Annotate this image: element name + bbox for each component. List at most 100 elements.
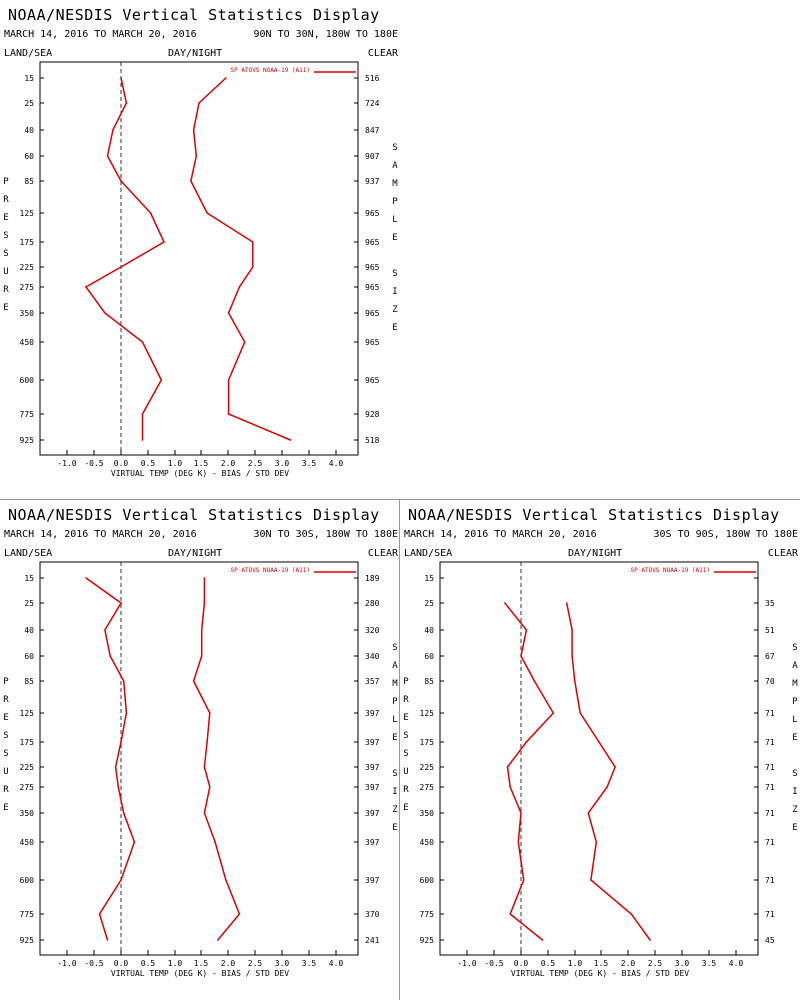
plot-frame [439,561,759,956]
pressure-level-label: 40 [24,626,34,635]
sample-size-label: 847 [365,126,380,135]
sample-axis-letter: S [392,143,397,153]
pressure-level-label: 85 [24,177,34,186]
bias-point [120,879,122,881]
bias-point [120,602,122,604]
bias-point [112,129,114,131]
pressure-level-label: 40 [424,626,434,635]
pressure-level-label: 925 [420,936,435,945]
x-tick-label: -1.0 [457,959,476,968]
std-dev-point [200,655,203,657]
sample-axis-letter: Z [392,305,398,315]
std-dev-point [252,266,254,268]
sample-axis-letter: I [392,287,397,297]
sample-size-label: 71 [765,838,775,847]
bias-point [552,712,555,714]
clear-label: CLEAR [367,548,398,559]
pressure-level-label: 600 [20,376,35,385]
std-dev-point [206,212,208,214]
horizontal-divider [0,499,800,500]
pressure-axis-letter: E [403,713,408,723]
pressure-level-label: 775 [420,910,435,919]
bias-line [85,577,136,941]
x-tick-label: 2.0 [221,959,236,968]
pressure-level-label: 225 [420,763,435,772]
pressure-level-label: 450 [420,838,435,847]
sample-size-label: 280 [365,599,380,608]
plot-frame [39,561,359,956]
std-dev-point [587,812,590,814]
x-tick-label: 2.5 [248,459,263,468]
bias-point [85,577,87,579]
sample-axis-letter: E [392,233,397,243]
land-sea-label: LAND/SEA [4,548,53,559]
x-tick-label: 0.0 [114,959,129,968]
plot-frame [39,61,359,456]
x-tick-label: 4.0 [329,959,344,968]
sample-size-label: 370 [365,910,380,919]
pressure-level-label: 925 [20,936,35,945]
std-dev-point [214,841,216,843]
bias-line [504,602,555,941]
x-tick-label: 2.0 [621,959,636,968]
std-dev-point [238,913,241,915]
clear-label: CLEAR [367,48,398,59]
pressure-axis-letter: E [3,303,8,313]
sample-axis-letter: E [792,733,797,743]
pressure-axis-letter: S [3,231,8,241]
std-dev-point [590,879,592,881]
x-axis-label: VIRTUAL TEMP (DEG K) - BIAS / STD DEV [111,469,289,478]
sample-size-label: 965 [365,309,380,318]
day-night-label: DAY/NIGHT [168,48,223,59]
bias-point [141,413,144,415]
sample-axis-letter: A [392,161,398,171]
pressure-level-label: 350 [20,809,35,818]
sample-size-label: 189 [365,574,380,583]
bias-point [120,266,122,268]
pressure-level-label: 25 [24,599,34,608]
std-dev-line [190,77,291,441]
pressure-level-label: 600 [420,876,435,885]
sample-axis-letter: S [392,769,397,779]
sample-size-label: 965 [365,376,380,385]
pressure-axis-letter: R [403,785,409,795]
bias-point [85,286,87,288]
sample-size-label: 71 [765,709,775,718]
land-sea-label: LAND/SEA [404,548,453,559]
panel-region: 30S TO 90S, 180W TO 180E [653,529,799,540]
x-tick-label: 1.0 [168,959,183,968]
pressure-axis-letter: S [403,731,408,741]
std-dev-point [565,602,568,604]
std-dev-point [227,312,230,314]
x-axis-label: VIRTUAL TEMP (DEG K) - BIAS / STD DEV [111,969,289,978]
pressure-axis-letter: P [3,677,9,687]
pressure-axis-letter: S [3,731,8,741]
pressure-axis-letter: S [3,749,8,759]
x-tick-label: 3.0 [675,959,690,968]
pressure-level-label: 775 [20,410,35,419]
sample-size-label: 397 [365,738,380,747]
std-dev-point [192,680,195,682]
sample-axis-letter: S [792,643,797,653]
bias-point [533,680,536,682]
sample-size-label: 357 [365,677,380,686]
std-dev-point [203,577,206,579]
bias-point [125,102,128,104]
pressure-level-label: 85 [424,677,434,686]
pressure-axis-letter: R [3,785,9,795]
bias-point [541,939,544,941]
pressure-axis-letter: E [3,213,8,223]
std-dev-point [203,812,206,814]
x-tick-label: 4.0 [729,959,744,968]
sample-axis-letter: P [392,197,398,207]
panel-region: 30N TO 30S, 180W TO 180E [253,529,399,540]
std-dev-point [630,913,633,915]
pressure-level-label: 15 [24,574,34,583]
sample-axis-letter: S [792,769,797,779]
sample-axis-letter: S [392,643,397,653]
std-dev-point [614,766,616,768]
bias-point [522,879,525,881]
bias-point [125,712,128,714]
panel-title: NOAA/NESDIS Vertical Statistics Display [8,6,380,24]
vertical-stats-chart: SP ATOVS NOAA-19 (A11) 15 516 25 724 40 847 60 9… [3,61,398,478]
